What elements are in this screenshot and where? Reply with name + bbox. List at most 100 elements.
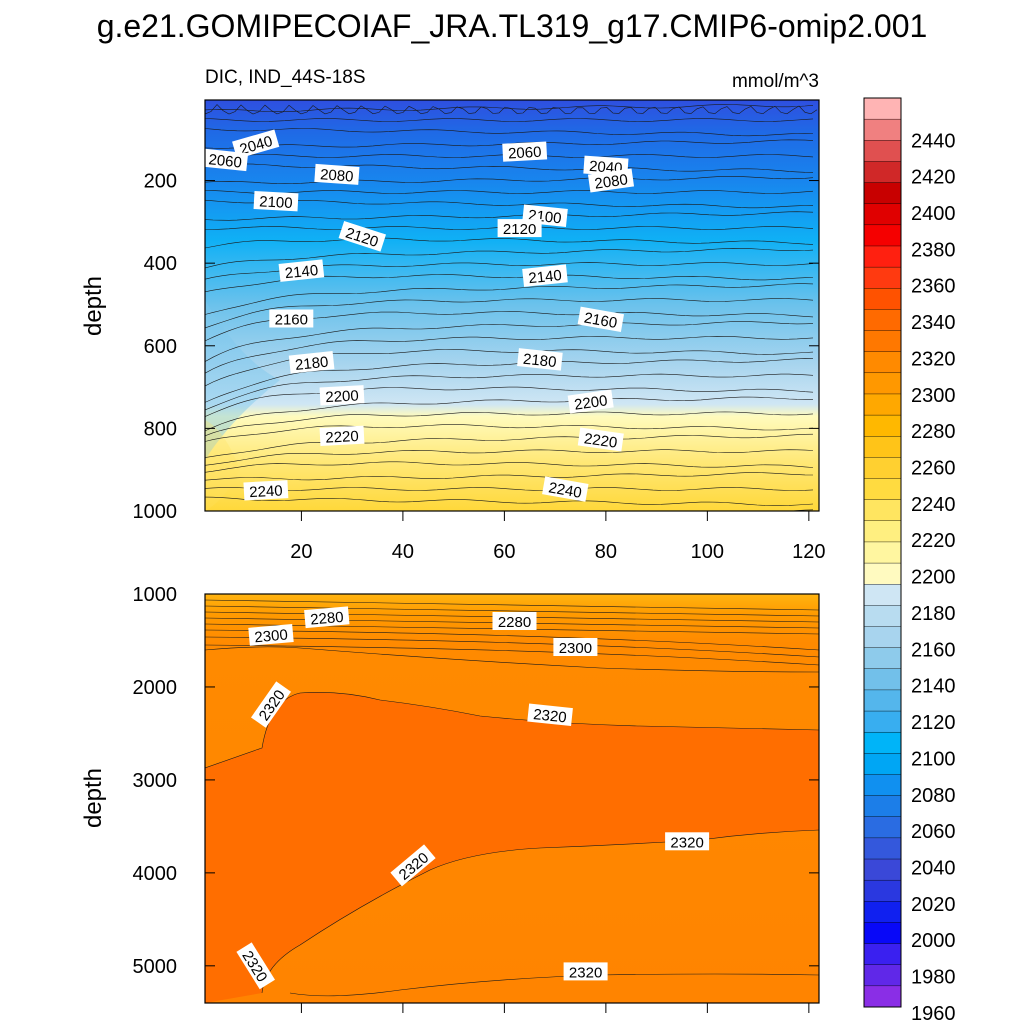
contour-label: 2240: [243, 480, 289, 501]
colorbar-swatch: [863, 774, 902, 797]
contour-line: [205, 373, 814, 411]
contour-label-text: 2180: [522, 351, 557, 371]
contour-label-text: 2060: [208, 151, 243, 171]
colorbar-label: 2360: [911, 276, 956, 298]
contour-line: [205, 100, 818, 115]
contour-line: [205, 176, 814, 185]
contour-label-text: 2280: [498, 614, 531, 631]
y-tick-label: 200: [144, 171, 177, 193]
colorbar-swatch: [863, 372, 902, 395]
contour-line: [205, 163, 814, 173]
x-tick-label: 20: [290, 541, 312, 563]
colorbar-label: 2240: [911, 494, 956, 516]
colorbar-swatch: [863, 943, 902, 966]
contour-label-text: 2080: [594, 171, 629, 192]
contour-label: 2060: [502, 141, 548, 163]
contour-line: [205, 424, 814, 442]
colorbar-swatch: [863, 309, 902, 332]
contour-label-text: 2280: [310, 609, 345, 629]
contour-line: [205, 386, 814, 417]
colorbar-label: 2160: [911, 639, 956, 661]
contour-line: [205, 104, 814, 112]
colorbar-swatch: [863, 816, 902, 839]
y-tick-label: 600: [144, 336, 177, 358]
colorbar-frame: [863, 97, 902, 1008]
colorbar-swatch: [863, 203, 902, 226]
contour-label-text: 2100: [259, 193, 293, 212]
colorbar-swatch: [863, 858, 902, 881]
colorbar-label: 1960: [911, 1003, 956, 1024]
colorbar-label: 2320: [911, 348, 956, 370]
contour-label: 2140: [278, 259, 325, 282]
contour-label: 2220: [319, 425, 365, 447]
contour-label-text: 2200: [573, 392, 608, 413]
colorbar-label: 2260: [911, 458, 956, 480]
colorbar-swatch: [863, 266, 902, 289]
colorbar-swatch: [863, 224, 902, 247]
colorbar-label: 2040: [911, 858, 956, 880]
x-tick-label: 60: [493, 541, 515, 563]
contour-line: [289, 973, 819, 997]
x-tick-label: 120: [792, 541, 825, 563]
contour-label: 2200: [319, 385, 365, 406]
contour-label: 2100: [253, 191, 299, 212]
colorbar-swatch: [863, 351, 902, 374]
lower-high-region: [205, 692, 819, 1003]
contour-line: [205, 128, 814, 137]
contour-label-text: 2300: [254, 626, 289, 646]
contour-label: 2160: [577, 306, 625, 333]
colorbar-label: 2140: [911, 676, 956, 698]
contour-label-text: 2060: [508, 144, 542, 163]
colorbar-swatch: [863, 710, 902, 733]
page-title: g.e21.GOMIPECOIAF_JRA.TL319_g17.CMIP6-om…: [96, 8, 928, 44]
colorbar-swatch: [863, 795, 902, 818]
contour-line: [205, 283, 814, 315]
contour-line: [205, 298, 814, 329]
contour-label: 2320: [563, 962, 608, 981]
contour-label: 2180: [288, 351, 335, 374]
contour-label-text: 2240: [547, 479, 583, 502]
contour-label-text: 2220: [583, 430, 618, 451]
contour-label-text: 2080: [320, 166, 354, 185]
contour-label: 2300: [248, 624, 294, 646]
y-tick-label: 2000: [133, 677, 178, 699]
colorbar-swatch: [863, 922, 902, 945]
contour-label: 2320: [665, 832, 710, 851]
contour-label: 2320: [527, 703, 573, 726]
upper-x-ticks: 20 40 60 80 100 120: [290, 511, 826, 563]
contour-line: [205, 321, 814, 362]
colorbar-label: 2380: [911, 239, 956, 261]
contour-label-text: 2160: [583, 310, 619, 333]
upper-panel-units-label: mmol/m^3: [732, 71, 819, 92]
contour-label-text: 2320: [569, 964, 602, 981]
contour-label: 2200: [567, 389, 614, 414]
contour-line: [205, 449, 814, 466]
contour-label-text: 2120: [503, 221, 536, 238]
colorbar-label: 2340: [911, 312, 956, 334]
contour-label: 2280: [492, 612, 537, 631]
colorbar-swatch: [863, 964, 902, 987]
contour-line: [205, 692, 819, 769]
contour-label: 2120: [497, 219, 542, 238]
colorbar-swatch: [863, 436, 902, 458]
contour-label: 2300: [553, 638, 598, 657]
contour-label: 2180: [517, 348, 563, 371]
contour-line: [205, 646, 819, 673]
lower-plot-frame: [204, 593, 820, 1004]
contour-line: [205, 487, 814, 491]
colorbar-swatch: [863, 901, 902, 923]
lower-y-axis-label: depth: [80, 768, 107, 828]
colorbar-swatch: [863, 731, 902, 754]
y-tick-label: 800: [144, 418, 177, 440]
contour-line: [205, 199, 814, 209]
colorbar-label: 2420: [911, 167, 956, 189]
colorbar-swatch: [863, 161, 902, 184]
contour-label-text: 2220: [325, 428, 359, 447]
colorbar-swatch: [863, 245, 902, 268]
colorbar-label: 2020: [911, 894, 956, 916]
lower-x-ticks: [300, 1003, 810, 1013]
